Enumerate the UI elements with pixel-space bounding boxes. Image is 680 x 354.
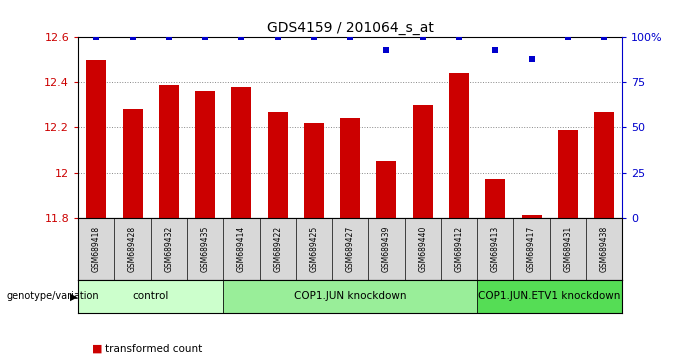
Bar <box>223 280 477 313</box>
Bar <box>195 91 215 218</box>
Text: GSM689417: GSM689417 <box>527 225 536 272</box>
Text: GSM689413: GSM689413 <box>491 225 500 272</box>
Text: COP1.JUN.ETV1 knockdown: COP1.JUN.ETV1 knockdown <box>479 291 621 302</box>
Text: ■: ■ <box>92 344 102 354</box>
Text: ▶: ▶ <box>70 291 78 302</box>
Text: COP1.JUN knockdown: COP1.JUN knockdown <box>294 291 407 302</box>
Text: GSM689427: GSM689427 <box>345 225 355 272</box>
Text: GSM689440: GSM689440 <box>418 225 427 272</box>
Text: transformed count: transformed count <box>105 344 203 354</box>
Text: GSM689422: GSM689422 <box>273 225 282 272</box>
Text: GSM689414: GSM689414 <box>237 225 246 272</box>
Text: GSM689439: GSM689439 <box>382 225 391 272</box>
Bar <box>159 85 179 218</box>
Bar <box>304 123 324 218</box>
Text: GSM689428: GSM689428 <box>128 225 137 272</box>
Bar <box>558 130 578 218</box>
Bar <box>594 112 614 218</box>
Bar <box>122 109 143 218</box>
Bar <box>78 280 223 313</box>
Text: GSM689431: GSM689431 <box>563 225 573 272</box>
Bar <box>486 179 505 218</box>
Title: GDS4159 / 201064_s_at: GDS4159 / 201064_s_at <box>267 21 434 35</box>
Bar <box>340 118 360 218</box>
Text: GSM689412: GSM689412 <box>454 225 464 272</box>
Text: genotype/variation: genotype/variation <box>7 291 99 302</box>
Text: control: control <box>133 291 169 302</box>
Text: GSM689438: GSM689438 <box>600 225 609 272</box>
Bar <box>231 87 252 218</box>
Bar <box>86 60 106 218</box>
Text: GSM689432: GSM689432 <box>165 225 173 272</box>
Bar <box>449 73 469 218</box>
Bar <box>413 105 432 218</box>
Bar <box>268 112 288 218</box>
Bar <box>477 280 622 313</box>
Text: GSM689418: GSM689418 <box>92 225 101 272</box>
Bar <box>522 216 541 218</box>
Text: GSM689435: GSM689435 <box>201 225 209 272</box>
Text: GSM689425: GSM689425 <box>309 225 318 272</box>
Bar <box>377 161 396 218</box>
